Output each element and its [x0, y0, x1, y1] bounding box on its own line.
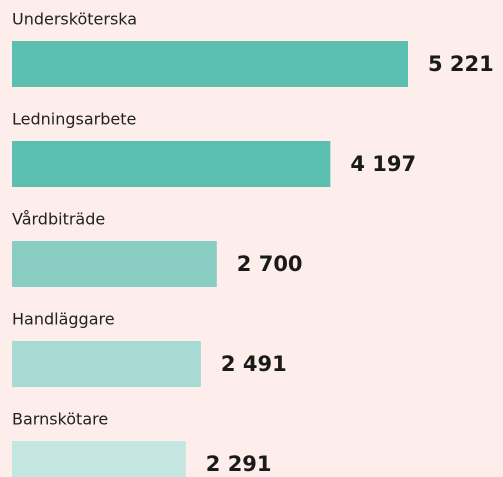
value-label: 2 291: [206, 452, 272, 476]
category-label: Ledningsarbete: [12, 110, 136, 129]
value-label: 2 491: [221, 352, 287, 376]
category-label: Vårdbiträde: [12, 210, 105, 229]
value-label: 4 197: [350, 152, 416, 176]
category-label: Undersköterska: [12, 10, 137, 29]
value-label: 5 221: [428, 52, 494, 76]
value-label: 2 700: [237, 252, 303, 276]
bar: [12, 241, 217, 287]
bar: [12, 341, 201, 387]
bar: [12, 141, 331, 187]
bar: [12, 41, 408, 87]
bar: [12, 441, 186, 477]
category-label: Handläggare: [12, 310, 115, 329]
category-label: Barnskötare: [12, 410, 108, 429]
